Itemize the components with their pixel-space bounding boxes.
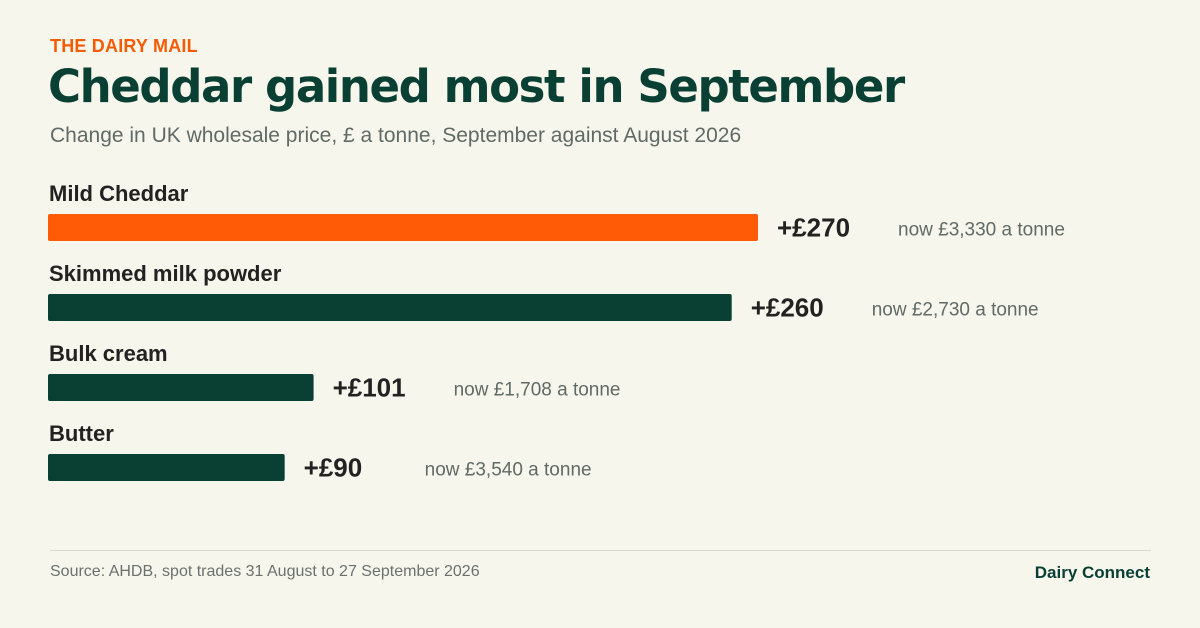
bar — [48, 374, 314, 401]
footer-divider — [50, 550, 1151, 551]
category-label: Skimmed milk powder — [49, 261, 282, 286]
value-label: +£260 — [751, 293, 824, 323]
category-label: Bulk cream — [49, 341, 168, 366]
kicker: THE DAIRY MAIL — [50, 36, 198, 56]
price-annotation: now £2,730 a tonne — [872, 300, 1039, 321]
bar — [48, 214, 758, 241]
value-label: +£90 — [304, 453, 363, 483]
chart-title: Cheddar gained most in September — [48, 60, 905, 113]
chart-subtitle: Change in UK wholesale price, £ a tonne,… — [50, 124, 742, 147]
brand-name: Dairy Connect — [1034, 563, 1150, 582]
category-label: Butter — [49, 421, 114, 446]
bar — [48, 454, 285, 481]
value-label: +£270 — [777, 213, 850, 243]
source-note: Source: AHDB, spot trades 31 August to 2… — [50, 563, 480, 580]
price-annotation: now £1,708 a tonne — [454, 380, 621, 401]
price-annotation: now £3,330 a tonne — [898, 220, 1065, 241]
category-label: Mild Cheddar — [49, 181, 189, 206]
value-label: +£101 — [333, 373, 406, 403]
bar — [48, 294, 732, 321]
price-annotation: now £3,540 a tonne — [425, 460, 592, 481]
